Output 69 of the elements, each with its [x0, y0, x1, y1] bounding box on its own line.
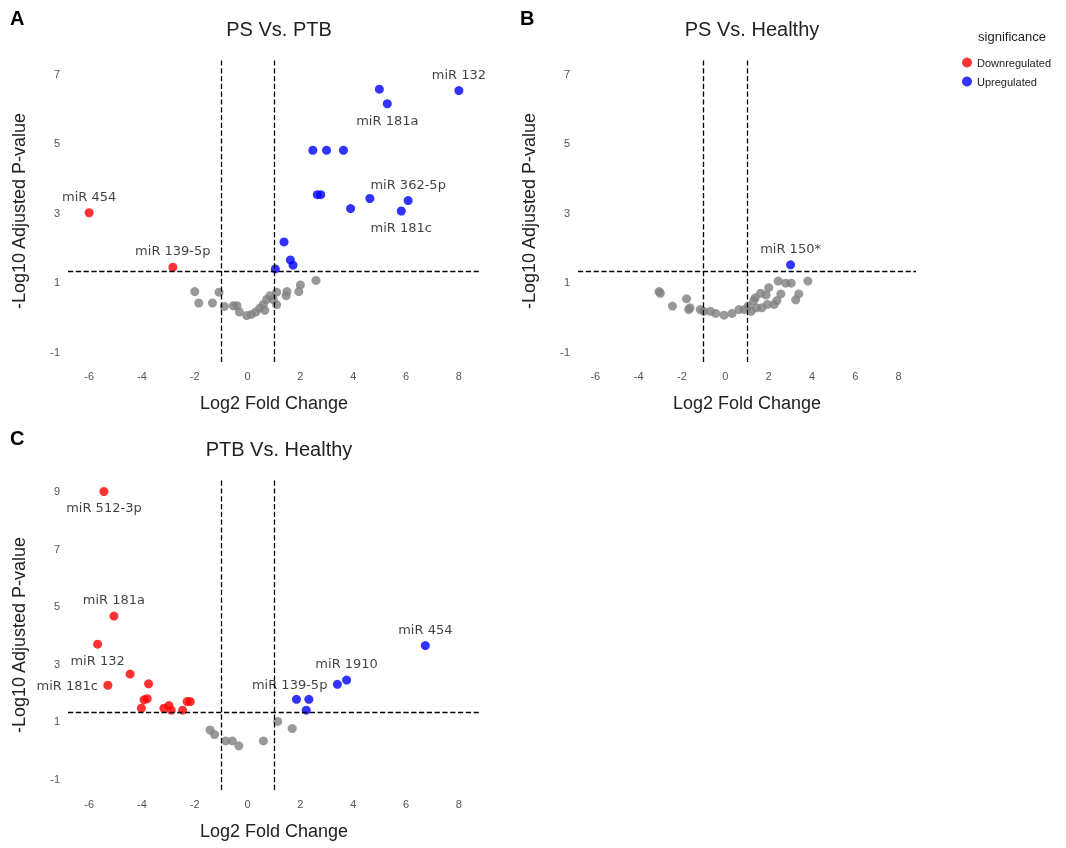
x-tick-label: -6 [84, 369, 95, 382]
x-axis-title: Log2 Fold Change [199, 821, 349, 841]
annotation: miR 512-3p [66, 500, 142, 516]
annotation: miR 181c [36, 677, 98, 693]
annotation: miR 132 [70, 653, 125, 669]
y-tick-label: -1 [50, 345, 60, 358]
y-tick-label: 1 [563, 276, 570, 289]
x-tick-label: -2 [677, 369, 687, 382]
x-tick-label: -4 [633, 369, 644, 382]
legend-label: Downregulated [977, 56, 1052, 69]
y-tick-label: 5 [53, 600, 60, 613]
x-axis-title: Log2 Fold Change [672, 393, 822, 413]
x-tick-label: 6 [402, 797, 410, 810]
y-tick-label: -1 [50, 772, 60, 785]
annotation: miR 181c [370, 220, 432, 235]
x-tick-label: -6 [590, 369, 601, 382]
x-tick-label: -6 [84, 797, 95, 810]
x-tick-label: -4 [137, 369, 147, 382]
x-tick-label: 8 [895, 369, 902, 382]
legend-title: significance [978, 29, 1047, 44]
x-tick-label: 0 [244, 369, 251, 382]
annotation: miR 1910 [315, 656, 378, 672]
y-axis-title: -Log10 Adjusted P-value [9, 536, 29, 734]
x-tick-label: 0 [722, 369, 729, 382]
x-tick-label: 4 [808, 369, 816, 382]
x-tick-label: 6 [852, 369, 859, 382]
x-tick-label: -2 [189, 369, 200, 382]
x-axis-title: Log2 Fold Change [199, 393, 349, 413]
x-tick-label: 0 [244, 797, 251, 810]
y-axis-title: -Log10 Adjusted P-value [9, 112, 29, 310]
x-tick-label: 2 [765, 369, 772, 382]
x-tick-label: 2 [297, 797, 304, 810]
annotation: miR 454 [62, 188, 117, 204]
annotation: miR 181a [82, 592, 146, 608]
annotation: miR 362-5p [370, 176, 446, 192]
x-tick-label: 8 [455, 369, 462, 382]
y-tick-label: 1 [53, 715, 60, 728]
x-tick-label: 4 [350, 797, 357, 810]
x-tick-label: -4 [137, 797, 147, 810]
legend-label: Upregulated [977, 75, 1037, 88]
y-tick-label: 3 [563, 206, 570, 219]
y-tick-label: 3 [53, 206, 60, 219]
annotation: miR 139-5p [135, 243, 211, 259]
y-tick-label: 3 [53, 657, 60, 670]
x-tick-label: 6 [402, 369, 410, 382]
text: C [10, 427, 25, 449]
y-tick-label: -1 [560, 345, 570, 358]
x-tick-label: 2 [297, 369, 304, 382]
y-tick-label: 7 [563, 67, 570, 80]
x-tick-label: 4 [350, 369, 357, 382]
y-axis-title: -Log10 Adjusted P-value [519, 112, 539, 310]
annotation: miR 181a [356, 112, 419, 128]
annotation: miR 132 [431, 66, 486, 82]
annotation: miR 139-5p [251, 676, 328, 692]
y-tick-label: 9 [53, 485, 60, 498]
y-tick-label: 1 [53, 276, 60, 289]
text: A [10, 7, 25, 29]
x-tick-label: 8 [455, 797, 462, 810]
y-tick-label: 5 [563, 137, 570, 150]
y-tick-label: 7 [53, 67, 60, 80]
chart-title: PS Vs. Healthy [684, 18, 820, 40]
text: B [520, 7, 535, 29]
y-tick-label: 5 [53, 137, 60, 150]
chart-title: PTB Vs. Healthy [205, 438, 353, 460]
annotation: miR 454 [398, 621, 453, 637]
chart-title: PS Vs. PTB [226, 18, 332, 40]
annotation: miR 150* [760, 240, 822, 256]
x-tick-label: -2 [189, 797, 200, 810]
y-tick-label: 7 [53, 542, 60, 555]
